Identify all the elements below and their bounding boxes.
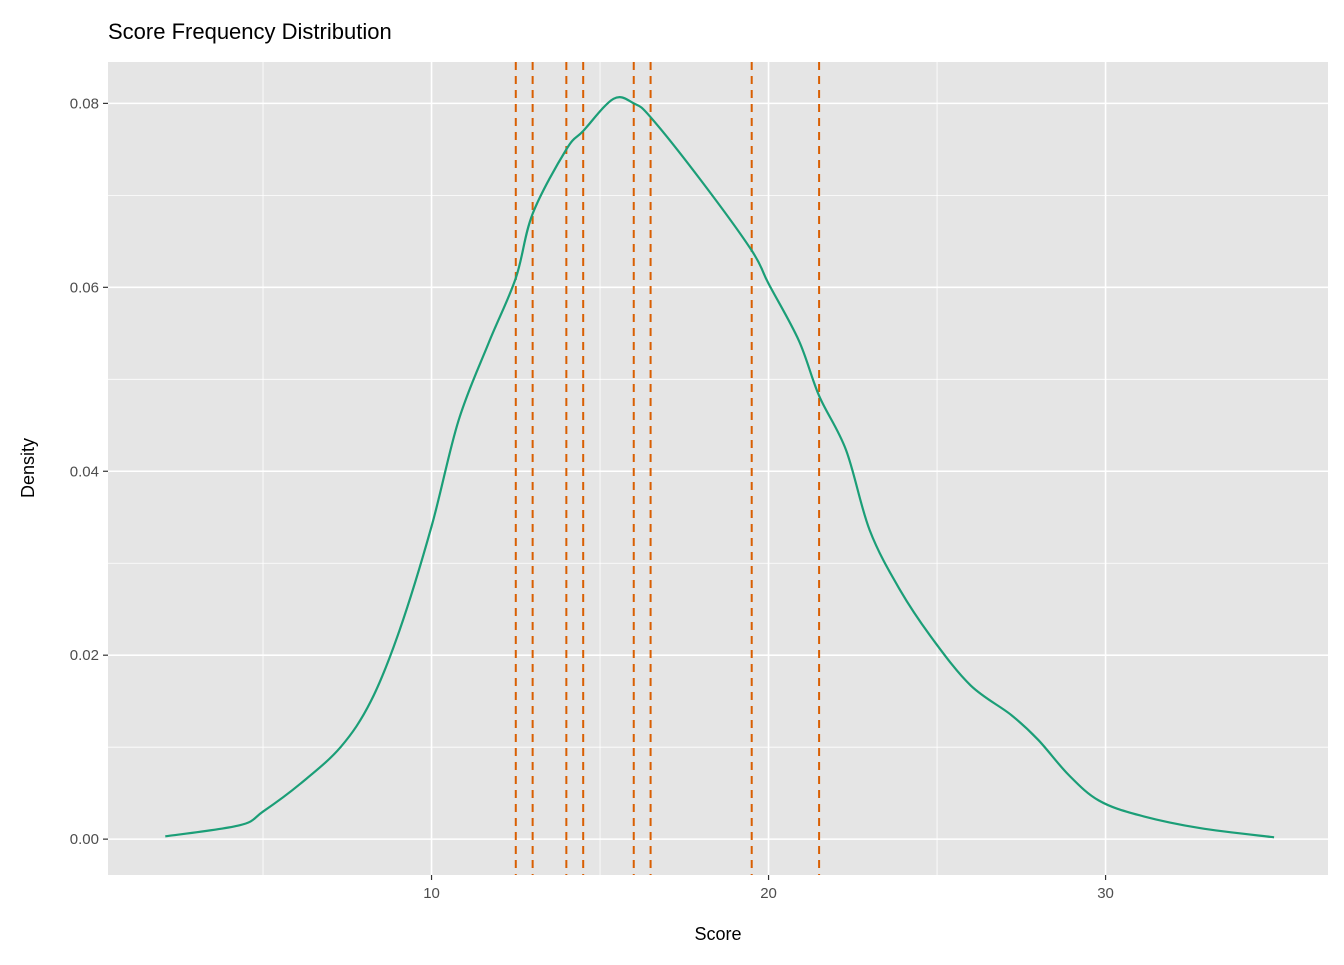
reference-lines [514, 62, 821, 875]
y-tick-label: 0.02 [70, 647, 99, 664]
x-tick-label: 30 [1097, 885, 1114, 902]
y-tick-label: 0.08 [70, 95, 99, 112]
y-tick-label: 0.04 [70, 463, 99, 480]
density-line [165, 96, 1275, 839]
x-axis-label: Score [694, 924, 741, 944]
y-tick-label: 0.06 [70, 279, 99, 296]
y-axis-label: Density [18, 438, 38, 498]
chart-title: Score Frequency Distribution [108, 19, 392, 44]
y-tick-label: 0.00 [70, 831, 99, 848]
density-series [165, 96, 1275, 839]
axes: 10 20 30 0.00 0.02 0.04 0.06 0.08 [70, 95, 1114, 902]
grid-lines [108, 62, 1328, 875]
x-tick-label: 10 [423, 885, 440, 902]
x-tick-label: 20 [760, 885, 777, 902]
plot-panel [108, 62, 1328, 875]
